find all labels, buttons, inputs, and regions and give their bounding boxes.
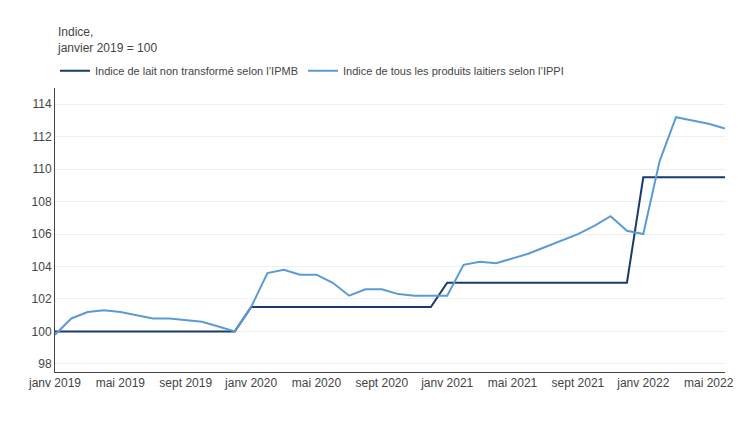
svg-text:Indice de lait non transformé: Indice de lait non transformé selon l’IP… bbox=[95, 65, 298, 77]
svg-text:104: 104 bbox=[32, 260, 52, 274]
svg-text:106: 106 bbox=[32, 227, 52, 241]
svg-text:janv 2020: janv 2020 bbox=[224, 376, 277, 390]
svg-text:112: 112 bbox=[32, 130, 51, 144]
svg-text:Indice de tous les produits la: Indice de tous les produits laitiers sel… bbox=[343, 65, 564, 77]
svg-text:janv 2022: janv 2022 bbox=[616, 376, 669, 390]
svg-text:100: 100 bbox=[32, 325, 52, 339]
svg-text:mai 2021: mai 2021 bbox=[488, 376, 538, 390]
svg-text:sept 2021: sept 2021 bbox=[552, 376, 605, 390]
svg-text:98: 98 bbox=[38, 357, 52, 371]
svg-text:mai 2022: mai 2022 bbox=[684, 376, 734, 390]
svg-text:mai 2019: mai 2019 bbox=[96, 376, 146, 390]
svg-text:mai 2020: mai 2020 bbox=[292, 376, 342, 390]
svg-text:sept 2020: sept 2020 bbox=[355, 376, 408, 390]
svg-text:Indice,janvier 2019 = 100: Indice,janvier 2019 = 100 bbox=[57, 25, 157, 55]
svg-text:108: 108 bbox=[32, 195, 52, 209]
svg-text:102: 102 bbox=[32, 292, 52, 306]
svg-text:sept 2019: sept 2019 bbox=[159, 376, 212, 390]
svg-text:110: 110 bbox=[32, 162, 51, 176]
svg-text:114: 114 bbox=[32, 97, 51, 111]
svg-text:janv 2019: janv 2019 bbox=[28, 376, 81, 390]
svg-text:janv 2021: janv 2021 bbox=[420, 376, 473, 390]
